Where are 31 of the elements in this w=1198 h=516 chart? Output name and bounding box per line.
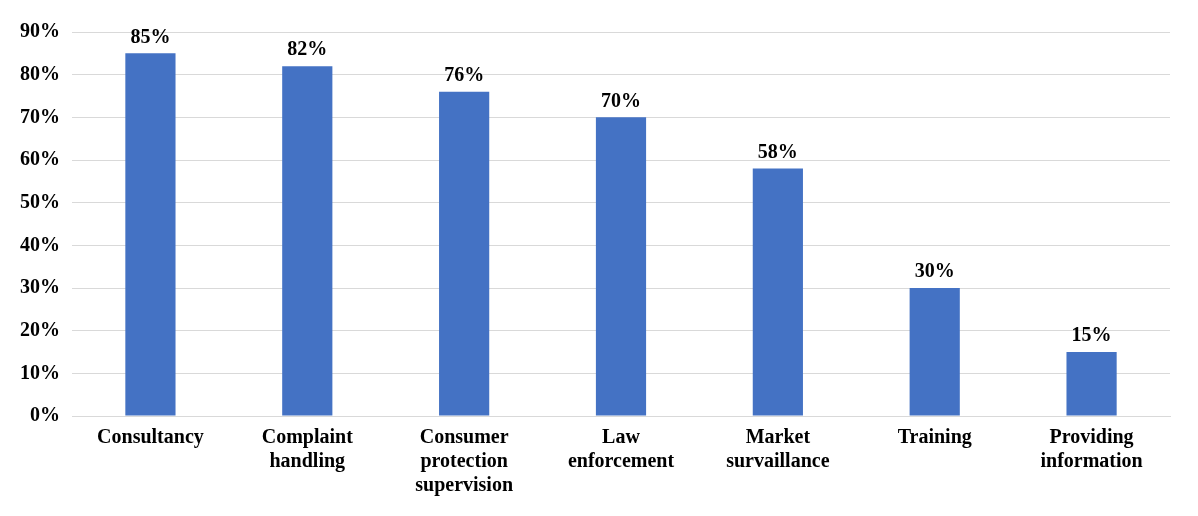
x-tick-label: Consumer protection supervision	[415, 425, 514, 497]
x-tick-label: Complaint handling	[261, 425, 354, 473]
y-tick-label: 0%	[30, 403, 60, 426]
y-tick-label: 60%	[20, 147, 60, 170]
data-label: 30%	[914, 259, 955, 282]
data-label: 76%	[444, 62, 485, 85]
y-tick-label: 90%	[20, 19, 60, 42]
x-tick-label: Market survaillance	[726, 425, 830, 472]
x-tick-label: Consultancy	[97, 425, 204, 449]
y-tick-label: 20%	[20, 317, 60, 340]
data-label: 15%	[1071, 323, 1112, 346]
bar	[282, 66, 333, 416]
y-tick-label: 70%	[20, 104, 60, 127]
y-tick-label: 10%	[20, 360, 60, 383]
x-tick-label: Providing information	[1040, 425, 1143, 472]
bar	[439, 91, 490, 416]
data-label: 70%	[601, 88, 641, 111]
data-label: 85%	[130, 24, 171, 47]
x-tick-label: Training	[897, 425, 972, 449]
bar	[1066, 352, 1117, 416]
y-tick-label: 30%	[20, 275, 60, 298]
data-label: 82%	[287, 37, 328, 60]
bar	[909, 288, 960, 416]
y-tick-label: 80%	[20, 61, 60, 84]
bar	[125, 53, 176, 416]
x-tick-label: Law enforcement	[567, 425, 675, 472]
bar	[595, 117, 647, 416]
bar	[752, 168, 803, 416]
y-tick-label: 40%	[20, 232, 60, 255]
y-tick-label: 50%	[20, 189, 60, 212]
data-label: 58%	[757, 139, 798, 162]
